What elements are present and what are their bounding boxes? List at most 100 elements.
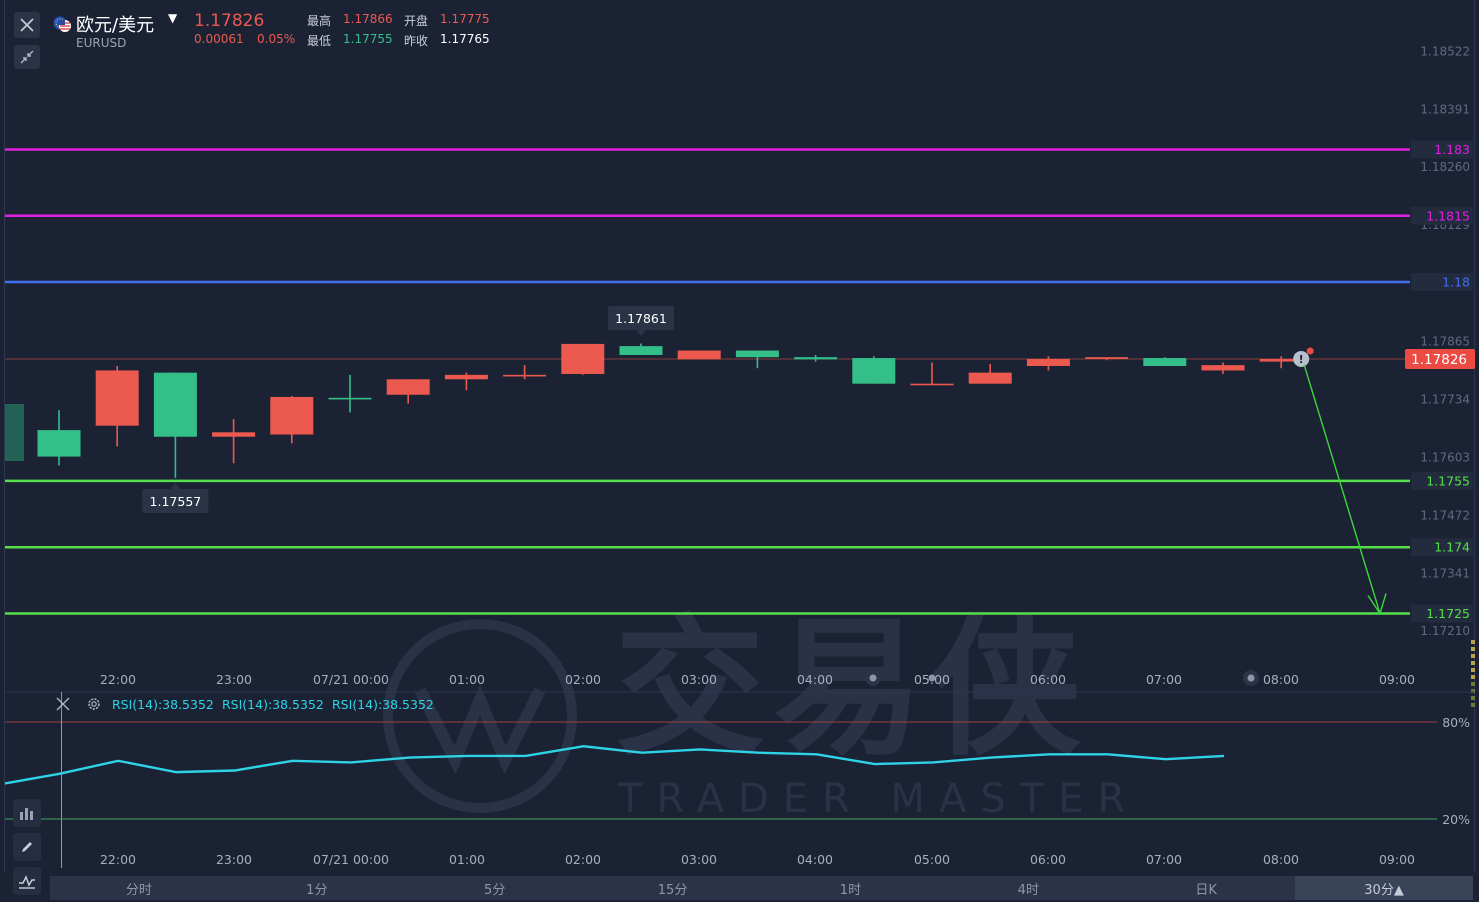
eu-us-flag-icon: [52, 15, 72, 37]
candle-body: [37, 430, 81, 457]
level-tag-label: 1.174: [1434, 540, 1470, 555]
low-tooltip-label: 1.17557: [150, 494, 202, 509]
candle-body: [677, 350, 721, 360]
level-tag-label: 1.1815: [1426, 208, 1470, 223]
close-icon: [20, 18, 34, 32]
gauge-tick: [1471, 654, 1475, 658]
time-axis-label: 07/21 00:00: [313, 672, 389, 687]
rsi-lower-label: 20%: [1442, 812, 1470, 827]
pencil-button[interactable]: [13, 833, 41, 861]
high-tooltip-pointer: [636, 330, 646, 336]
rsi-time-axis-label: 04:00: [797, 852, 833, 867]
rsi-time-axis-label: 07/21 00:00: [313, 852, 389, 867]
price-axis-label: 1.17734: [1420, 393, 1470, 407]
open-label: 开盘: [404, 14, 429, 28]
level-tag: [1411, 604, 1473, 623]
candle-body: [852, 358, 896, 384]
rsi-upper-label: 80%: [1442, 715, 1470, 730]
indicator-icon: [19, 875, 35, 889]
candle-body: [1201, 365, 1245, 371]
time-axis-label: 23:00: [216, 672, 252, 687]
current-price-tag: [1405, 348, 1475, 369]
candle-body: [1259, 358, 1303, 362]
level-tag-label: 1.1725: [1426, 606, 1470, 621]
price-axis-label: 1.18260: [1420, 160, 1470, 174]
rsi-close-icon[interactable]: [56, 696, 70, 715]
collapse-arrows-icon: [20, 50, 34, 64]
candle-body: [95, 370, 139, 426]
watermark-circle: [383, 619, 577, 813]
chevron-down-icon[interactable]: ▼: [168, 11, 178, 25]
scroll-handle-dot: [1247, 674, 1255, 682]
forecast-arrowhead: [1367, 593, 1387, 616]
rsi-time-axis-label: 03:00: [681, 852, 717, 867]
high-value: 1.17866: [343, 12, 393, 26]
info-marker-glyph: !: [1299, 353, 1304, 366]
low-value: 1.17755: [343, 32, 393, 46]
collapse-button[interactable]: [14, 45, 40, 69]
rsi-time-axis-label: 05:00: [914, 852, 950, 867]
time-axis-label: 22:00: [100, 672, 136, 687]
candle-body: [735, 350, 779, 358]
tab-30min[interactable]: 30分▲: [1295, 876, 1473, 900]
level-tag: [1411, 140, 1473, 159]
info-marker-icon: [1293, 350, 1310, 367]
watermark-brand-en: TRADER MASTER: [617, 776, 1139, 822]
indicator-dots-button[interactable]: [13, 799, 41, 827]
rsi-time-axis-label: 08:00: [1263, 852, 1299, 867]
candle-body: [910, 383, 954, 386]
close-button[interactable]: [14, 12, 40, 38]
rsi-time-axis-label: 22:00: [100, 852, 136, 867]
level-tag: [1411, 471, 1473, 490]
price-change: 0.00061: [194, 32, 244, 46]
candle-body: [561, 343, 605, 374]
candle-body: [212, 432, 256, 437]
low-label: 最低: [307, 34, 332, 48]
pair-name[interactable]: 欧元/美元: [76, 15, 155, 36]
open-value: 1.17775: [440, 12, 490, 26]
candle-body: [1026, 358, 1070, 367]
watermark-w: [414, 684, 546, 775]
candle-body: [444, 374, 488, 380]
tab-5min[interactable]: 5分: [484, 882, 506, 898]
candle-body: [794, 357, 838, 360]
high-tooltip-label: 1.17861: [615, 311, 667, 326]
candle-body: [968, 372, 1012, 384]
price-axis-label: 1.18522: [1420, 44, 1470, 58]
gauge-tick: [1471, 682, 1475, 686]
time-axis-label: 03:00: [681, 672, 717, 687]
price-axis-label: 1.17865: [1420, 335, 1470, 349]
prev-close-value: 1.17765: [440, 32, 490, 46]
tab-daily[interactable]: 日K: [1195, 882, 1217, 898]
rsi-time-axis-label: 01:00: [449, 852, 485, 867]
candle-body: [386, 379, 430, 395]
tab-15min[interactable]: 15分: [657, 882, 688, 898]
price-axis-label: 1.17341: [1420, 566, 1470, 580]
pencil-icon: [22, 842, 32, 852]
indicator-button[interactable]: [13, 867, 41, 895]
rsi-label: RSI(14):38.5352: [332, 697, 434, 712]
gauge-tick: [1471, 668, 1475, 672]
price-axis-label: 1.18391: [1420, 102, 1470, 116]
gauge-tick: [1471, 640, 1475, 644]
candle-body: [153, 372, 197, 437]
price-change-pct: 0.05%: [257, 32, 296, 46]
tab-4hour[interactable]: 4时: [1017, 882, 1039, 898]
tab-1hour[interactable]: 1时: [839, 882, 862, 898]
tab-time-share[interactable]: 分时: [125, 882, 152, 898]
bar-indicator-icon: [20, 808, 33, 820]
candle-body: [503, 374, 547, 377]
time-axis-label: 07:00: [1146, 672, 1182, 687]
gear-icon[interactable]: [86, 696, 102, 716]
tab-1min[interactable]: 1分: [306, 882, 328, 898]
level-tag-label: 1.1755: [1426, 473, 1470, 488]
candle-body: [270, 396, 314, 435]
low-tooltip-pointer: [170, 483, 181, 489]
forecast-arrow-line: [1303, 364, 1381, 614]
rsi-line: [4, 745, 1225, 785]
gauge-tick: [1471, 675, 1475, 679]
gauge-tick: [1471, 661, 1475, 665]
candle-body: [5, 404, 24, 461]
scroll-handle-dot: [928, 674, 936, 682]
